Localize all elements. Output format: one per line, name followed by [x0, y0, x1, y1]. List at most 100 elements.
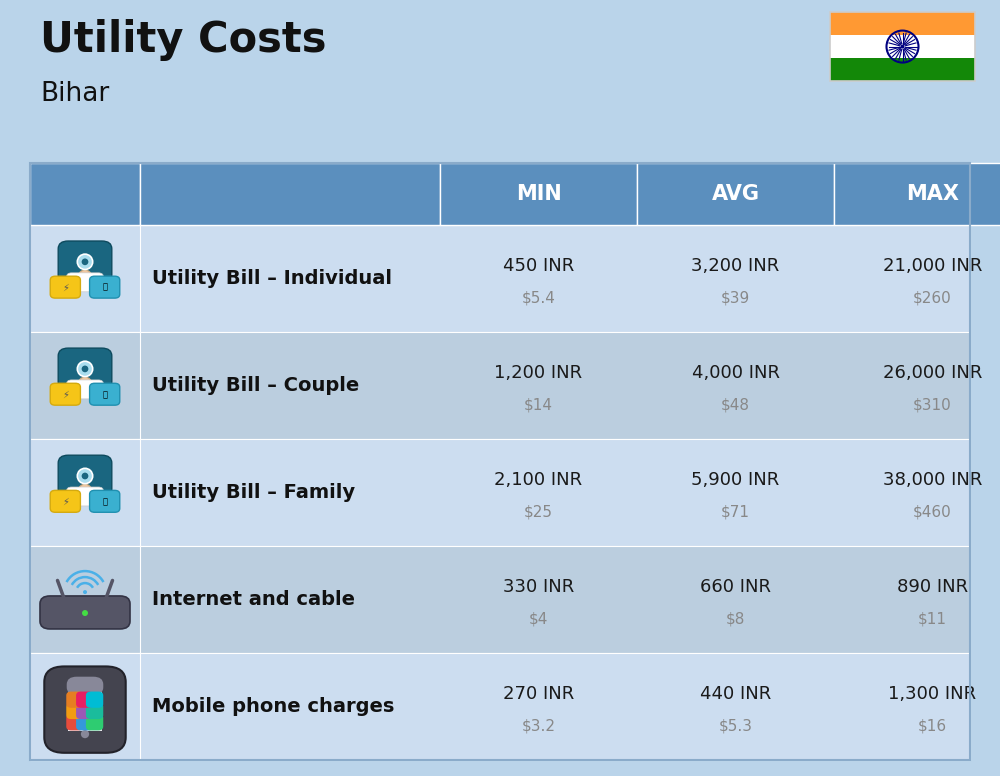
FancyBboxPatch shape	[834, 163, 1000, 225]
Ellipse shape	[82, 473, 88, 480]
FancyBboxPatch shape	[67, 677, 103, 695]
Text: 💧: 💧	[102, 497, 107, 506]
Text: $39: $39	[721, 290, 750, 306]
Text: 21,000 INR: 21,000 INR	[883, 257, 982, 275]
Text: Utility Costs: Utility Costs	[40, 19, 326, 61]
FancyBboxPatch shape	[66, 714, 84, 730]
Text: 3,200 INR: 3,200 INR	[691, 257, 780, 275]
Text: 26,000 INR: 26,000 INR	[883, 364, 982, 382]
Ellipse shape	[77, 362, 93, 376]
Text: 2,100 INR: 2,100 INR	[494, 471, 583, 489]
Text: Bihar: Bihar	[40, 81, 109, 108]
FancyBboxPatch shape	[66, 703, 84, 719]
FancyBboxPatch shape	[58, 348, 112, 390]
FancyBboxPatch shape	[30, 653, 140, 760]
Text: 💧: 💧	[102, 282, 107, 292]
Text: $16: $16	[918, 719, 947, 734]
Text: $460: $460	[913, 504, 952, 520]
Ellipse shape	[78, 484, 92, 497]
Text: 660 INR: 660 INR	[700, 578, 771, 596]
Text: Internet and cable: Internet and cable	[152, 591, 355, 609]
Text: $3.2: $3.2	[522, 719, 556, 734]
FancyBboxPatch shape	[830, 35, 975, 58]
Text: MAX: MAX	[906, 184, 959, 204]
Text: ⚡: ⚡	[62, 390, 69, 400]
Ellipse shape	[900, 44, 904, 49]
Text: 1,200 INR: 1,200 INR	[494, 364, 583, 382]
Ellipse shape	[81, 730, 89, 738]
FancyBboxPatch shape	[50, 383, 80, 405]
FancyBboxPatch shape	[67, 273, 103, 292]
FancyBboxPatch shape	[40, 596, 130, 629]
FancyBboxPatch shape	[830, 12, 975, 35]
FancyBboxPatch shape	[86, 691, 103, 708]
FancyBboxPatch shape	[30, 332, 970, 439]
FancyBboxPatch shape	[30, 163, 140, 225]
Text: $11: $11	[918, 611, 947, 627]
Text: 450 INR: 450 INR	[503, 257, 574, 275]
Text: 💧: 💧	[102, 390, 107, 399]
Ellipse shape	[78, 270, 92, 283]
FancyBboxPatch shape	[90, 276, 120, 298]
Text: $310: $310	[913, 397, 952, 413]
Text: Mobile phone charges: Mobile phone charges	[152, 698, 394, 716]
Ellipse shape	[82, 365, 88, 372]
FancyBboxPatch shape	[68, 692, 102, 731]
Ellipse shape	[77, 255, 93, 269]
FancyBboxPatch shape	[30, 225, 970, 332]
FancyBboxPatch shape	[58, 456, 112, 497]
Text: $5.3: $5.3	[718, 719, 753, 734]
Text: $5.4: $5.4	[522, 290, 555, 306]
Ellipse shape	[82, 258, 88, 265]
FancyBboxPatch shape	[30, 546, 140, 653]
FancyBboxPatch shape	[86, 703, 103, 719]
FancyBboxPatch shape	[67, 380, 103, 399]
Text: 440 INR: 440 INR	[700, 685, 771, 703]
Text: 890 INR: 890 INR	[897, 578, 968, 596]
FancyBboxPatch shape	[50, 276, 80, 298]
FancyBboxPatch shape	[58, 241, 112, 282]
Text: 5,900 INR: 5,900 INR	[691, 471, 780, 489]
Text: 270 INR: 270 INR	[503, 685, 574, 703]
FancyBboxPatch shape	[90, 490, 120, 512]
Text: ⚡: ⚡	[62, 282, 69, 293]
FancyBboxPatch shape	[86, 714, 103, 730]
Text: Utility Bill – Family: Utility Bill – Family	[152, 483, 355, 502]
FancyBboxPatch shape	[90, 383, 120, 405]
FancyBboxPatch shape	[67, 487, 103, 506]
FancyBboxPatch shape	[76, 691, 93, 708]
Text: 4,000 INR: 4,000 INR	[692, 364, 780, 382]
Text: $25: $25	[524, 504, 553, 520]
FancyBboxPatch shape	[637, 163, 834, 225]
FancyBboxPatch shape	[66, 691, 84, 708]
FancyBboxPatch shape	[830, 58, 975, 81]
FancyBboxPatch shape	[76, 714, 93, 730]
Text: AVG: AVG	[712, 184, 760, 204]
Text: $4: $4	[529, 611, 548, 627]
Text: $14: $14	[524, 397, 553, 413]
FancyBboxPatch shape	[30, 225, 140, 332]
Text: $71: $71	[721, 504, 750, 520]
Text: Utility Bill – Individual: Utility Bill – Individual	[152, 269, 392, 288]
FancyBboxPatch shape	[30, 439, 140, 546]
Ellipse shape	[82, 610, 88, 616]
Ellipse shape	[83, 590, 87, 594]
Text: MIN: MIN	[516, 184, 561, 204]
FancyBboxPatch shape	[44, 667, 126, 753]
FancyBboxPatch shape	[440, 163, 637, 225]
FancyBboxPatch shape	[76, 703, 93, 719]
Text: 330 INR: 330 INR	[503, 578, 574, 596]
Ellipse shape	[77, 469, 93, 483]
FancyBboxPatch shape	[50, 490, 80, 512]
Text: ⚡: ⚡	[62, 497, 69, 507]
Ellipse shape	[78, 377, 92, 390]
Text: 1,300 INR: 1,300 INR	[888, 685, 977, 703]
FancyBboxPatch shape	[30, 546, 970, 653]
FancyBboxPatch shape	[30, 332, 140, 439]
Text: Utility Bill – Couple: Utility Bill – Couple	[152, 376, 359, 395]
FancyBboxPatch shape	[30, 653, 970, 760]
Text: $8: $8	[726, 611, 745, 627]
FancyBboxPatch shape	[140, 163, 440, 225]
Text: $260: $260	[913, 290, 952, 306]
Text: 38,000 INR: 38,000 INR	[883, 471, 982, 489]
